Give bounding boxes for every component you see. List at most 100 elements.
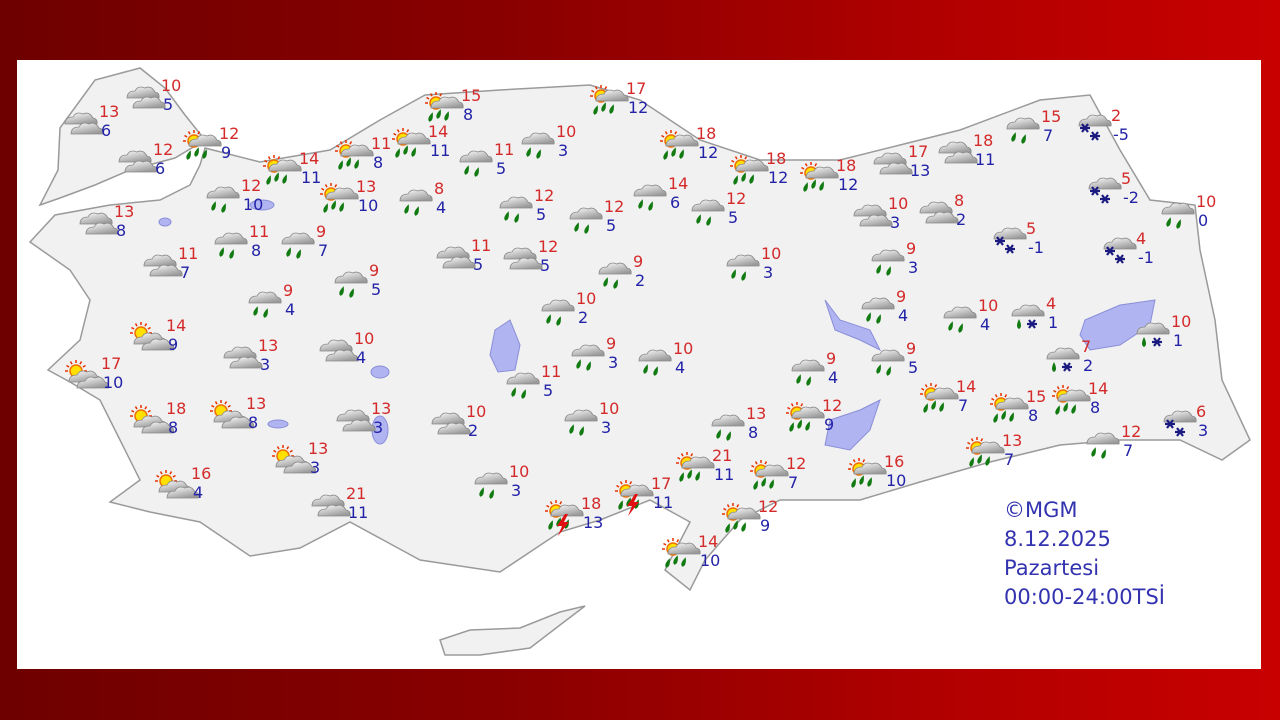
high-temp: 10 [354,329,375,348]
cloudy-icon [436,246,476,269]
lake-sapanca [249,199,275,211]
low-temp: 5 [543,381,554,400]
station-forecast: 14 9 [130,316,200,366]
lake-keban [824,299,882,352]
sun-rain-icon [1052,385,1091,415]
station-forecast: 10 2 [540,289,610,339]
station-forecast: 12 7 [750,454,820,504]
low-temp: 6 [670,193,681,212]
station-forecast: 17 10 [65,354,135,404]
low-temp: 3 [310,458,321,477]
station-forecast: 16 10 [848,452,918,502]
rain-icon [281,232,315,259]
rain-snow-icon [1136,322,1170,347]
low-temp: 11 [348,503,369,522]
low-temp: -5 [1113,125,1129,144]
low-temp: 8 [748,423,759,442]
high-temp: 13 [258,336,279,355]
rain-icon [691,199,725,226]
high-temp: 6 [1196,402,1207,421]
station-forecast: 14 11 [392,122,462,172]
station-forecast: 14 11 [263,149,333,199]
high-temp: 10 [576,289,597,308]
map-legend: ©MGM 8.12.2025 Pazartesi 00:00-24:00TSİ [1004,496,1165,612]
high-temp: 18 [766,149,787,168]
high-temp: 12 [219,124,240,143]
sun-rain-icon [660,130,699,160]
high-temp: 8 [434,179,445,198]
station-forecast: 15 8 [990,387,1060,437]
station-forecast: 11 5 [505,362,575,412]
station-forecast: 10 0 [1160,192,1230,242]
rain-snow-icon [1046,347,1080,372]
partly-cloudy-icon [210,400,254,429]
high-temp: 13 [371,399,392,418]
high-temp: 14 [428,122,449,141]
low-temp: 5 [728,208,739,227]
station-forecast: 12 5 [498,186,568,236]
high-temp: 9 [826,349,837,368]
station-forecast: 10 3 [852,194,922,244]
partly-cloudy-icon [65,360,109,389]
rain-icon [334,271,368,298]
cyprus [439,605,586,656]
rain-icon [564,409,598,436]
forecast-date: 8.12.2025 [1004,527,1111,551]
high-temp: 10 [466,402,487,421]
low-temp: 5 [908,358,919,377]
high-temp: 18 [696,124,717,143]
lake-burdur [267,419,289,429]
station-forecast: 21 11 [676,446,746,496]
cloudy-icon [431,412,471,435]
station-forecast: 12 5 [502,237,572,287]
sun-rain-icon [722,503,761,533]
high-temp: 12 [758,497,779,516]
low-temp: 8 [248,413,259,432]
high-temp: 12 [538,237,559,256]
station-forecast: 12 5 [568,197,638,247]
low-temp: 9 [760,516,771,535]
low-temp: 4 [436,198,447,217]
rain-icon [214,232,248,259]
low-temp: 12 [768,168,789,187]
high-temp: 4 [1046,294,1057,313]
high-temp: 13 [1002,431,1023,450]
rain-icon [1161,202,1195,229]
low-temp: 13 [583,513,604,532]
rain-icon [499,196,533,223]
cloudy-icon [853,204,893,227]
high-temp: 10 [761,244,782,263]
low-temp: 12 [628,98,649,117]
station-forecast: 11 5 [458,140,528,190]
low-temp: 7 [1123,441,1134,460]
station-forecast: 18 8 [130,399,200,449]
station-forecast: 13 3 [272,439,342,489]
high-temp: 11 [494,140,515,159]
low-temp: 5 [473,255,484,274]
copyright-label: ©MGM [1004,498,1078,522]
low-temp: 3 [260,355,271,374]
station-forecast: 10 3 [563,399,633,449]
snow-icon [1103,237,1137,264]
high-temp: 12 [153,140,174,159]
sun-rain-icon [800,162,839,192]
low-temp: 4 [356,348,367,367]
sun-rain-icon [730,155,769,185]
station-forecast: 10 3 [725,244,795,294]
lake-uluabat [158,217,172,227]
station-forecast: 13 6 [63,102,133,152]
sun-rain-icon [848,458,887,488]
high-temp: 14 [166,316,187,335]
high-temp: 7 [1081,337,1092,356]
rain-icon [871,349,905,376]
high-temp: 18 [836,156,857,175]
station-forecast: 13 10 [320,177,390,227]
rain-icon [638,349,672,376]
cloudy-icon [79,212,119,235]
high-temp: 10 [509,462,530,481]
low-temp: 4 [285,300,296,319]
